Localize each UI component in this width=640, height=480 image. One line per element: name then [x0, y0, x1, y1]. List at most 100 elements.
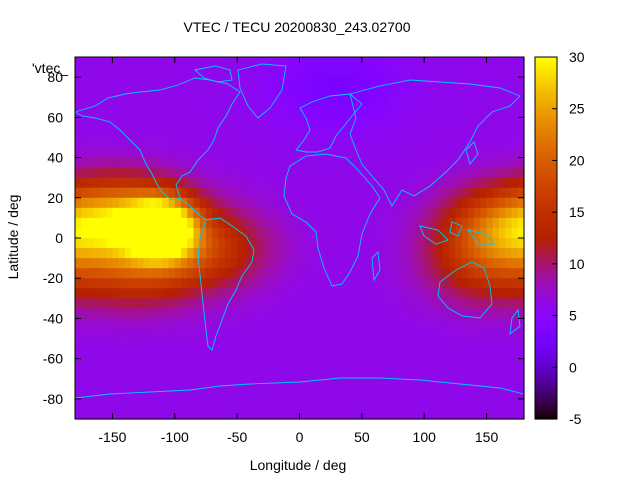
- heatmap-cell: [199, 328, 207, 340]
- heatmap-cell: [467, 318, 475, 330]
- colorbar-segment: [535, 277, 557, 281]
- heatmap-cell: [474, 308, 481, 320]
- heatmap-cell: [99, 238, 107, 249]
- heatmap-cell: [218, 388, 226, 400]
- heatmap-cell: [343, 207, 350, 219]
- heatmap-cell: [156, 258, 163, 269]
- heatmap-cell: [81, 107, 89, 118]
- heatmap-cell: [368, 378, 375, 390]
- heatmap-cell: [112, 177, 120, 189]
- heatmap-cell: [374, 67, 382, 78]
- heatmap-cell: [230, 177, 238, 189]
- heatmap-cell: [474, 217, 481, 229]
- heatmap-cell: [124, 157, 132, 169]
- heatmap-cell: [311, 77, 319, 88]
- heatmap-cell: [511, 187, 519, 199]
- heatmap-cell: [149, 137, 157, 149]
- heatmap-cell: [99, 338, 107, 350]
- heatmap-cell: [137, 117, 145, 128]
- heatmap-cell: [449, 207, 457, 219]
- heatmap-cell: [81, 328, 89, 340]
- heatmap-cell: [368, 167, 375, 179]
- heatmap-cell: [255, 298, 263, 309]
- heatmap-cell: [199, 408, 207, 420]
- heatmap-cell: [430, 378, 438, 390]
- heatmap-cell: [430, 268, 438, 279]
- x-axis-ticks: -150 -100 -50 0 50 100 150: [98, 57, 498, 445]
- heatmap-cell: [467, 328, 475, 340]
- heatmap-cell: [112, 278, 120, 289]
- heatmap-cell: [181, 207, 188, 219]
- heatmap-cell: [442, 87, 450, 98]
- heatmap-cell: [237, 278, 244, 289]
- heatmap-cell: [467, 288, 475, 299]
- colorbar-segment: [535, 201, 557, 206]
- heatmap-cell: [411, 157, 419, 169]
- heatmap-cell: [81, 408, 89, 420]
- heatmap-cell: [330, 368, 338, 380]
- heatmap-cell: [480, 157, 488, 169]
- heatmap-cell: [368, 238, 375, 249]
- heatmap-cell: [162, 157, 170, 169]
- heatmap-cell: [355, 127, 363, 139]
- heatmap-cell: [118, 408, 126, 420]
- colorbar-segment: [535, 138, 557, 143]
- heatmap-cell: [143, 57, 151, 68]
- heatmap-cell: [87, 268, 95, 279]
- heatmap-cell: [467, 358, 475, 370]
- heatmap-cell: [361, 268, 369, 279]
- heatmap-cell: [299, 388, 307, 400]
- heatmap-cell: [480, 398, 488, 410]
- heatmap-cell: [199, 157, 207, 169]
- heatmap-cell: [224, 167, 232, 179]
- heatmap-cell: [349, 207, 357, 219]
- colorbar-segment: [535, 247, 557, 251]
- heatmap-cell: [368, 348, 375, 360]
- heatmap-cell: [293, 117, 301, 128]
- heatmap-cell: [417, 177, 425, 189]
- heatmap-cell: [511, 248, 519, 259]
- heatmap-cell: [218, 368, 226, 380]
- heatmap-cell: [137, 388, 145, 400]
- heatmap-cell: [436, 67, 444, 78]
- heatmap-cell: [81, 358, 89, 370]
- heatmap-cell: [181, 318, 188, 330]
- heatmap-cell: [81, 157, 89, 169]
- heatmap-cell: [268, 338, 276, 350]
- heatmap-cell: [131, 258, 138, 269]
- colorbar-segment: [535, 168, 557, 173]
- heatmap-cell: [137, 378, 145, 390]
- heatmap-cell: [349, 408, 357, 420]
- heatmap-cell: [492, 227, 500, 239]
- heatmap-cell: [374, 398, 382, 410]
- heatmap-cell: [268, 107, 276, 118]
- heatmap-cell: [492, 197, 500, 209]
- heatmap-cell: [262, 318, 269, 330]
- heatmap-cell: [449, 147, 457, 159]
- heatmap-cell: [274, 157, 282, 169]
- heatmap-cell: [361, 167, 369, 179]
- heatmap-cell: [187, 67, 195, 78]
- heatmap-cell: [149, 87, 157, 98]
- heatmap-cell: [249, 117, 257, 128]
- colorbar-segment: [535, 394, 557, 399]
- heatmap-cell: [343, 67, 350, 78]
- heatmap-cell: [255, 197, 263, 209]
- heatmap-cell: [293, 308, 301, 320]
- heatmap-cell: [380, 157, 388, 169]
- heatmap-cell: [430, 358, 438, 370]
- heatmap-cell: [355, 388, 363, 400]
- heatmap-cell: [212, 227, 220, 239]
- heatmap-cell: [461, 97, 469, 108]
- heatmap-cell: [405, 67, 413, 78]
- heatmap-cell: [417, 207, 425, 219]
- heatmap-cell: [343, 187, 350, 199]
- heatmap-cell: [243, 358, 251, 370]
- heatmap-cell: [131, 318, 138, 330]
- heatmap-cell: [467, 238, 475, 249]
- heatmap-cell: [386, 238, 394, 249]
- heatmap-cell: [511, 167, 519, 179]
- heatmap-cell: [181, 268, 188, 279]
- heatmap-cell: [324, 127, 332, 139]
